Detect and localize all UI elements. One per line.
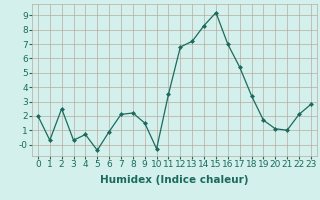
X-axis label: Humidex (Indice chaleur): Humidex (Indice chaleur) [100,175,249,185]
